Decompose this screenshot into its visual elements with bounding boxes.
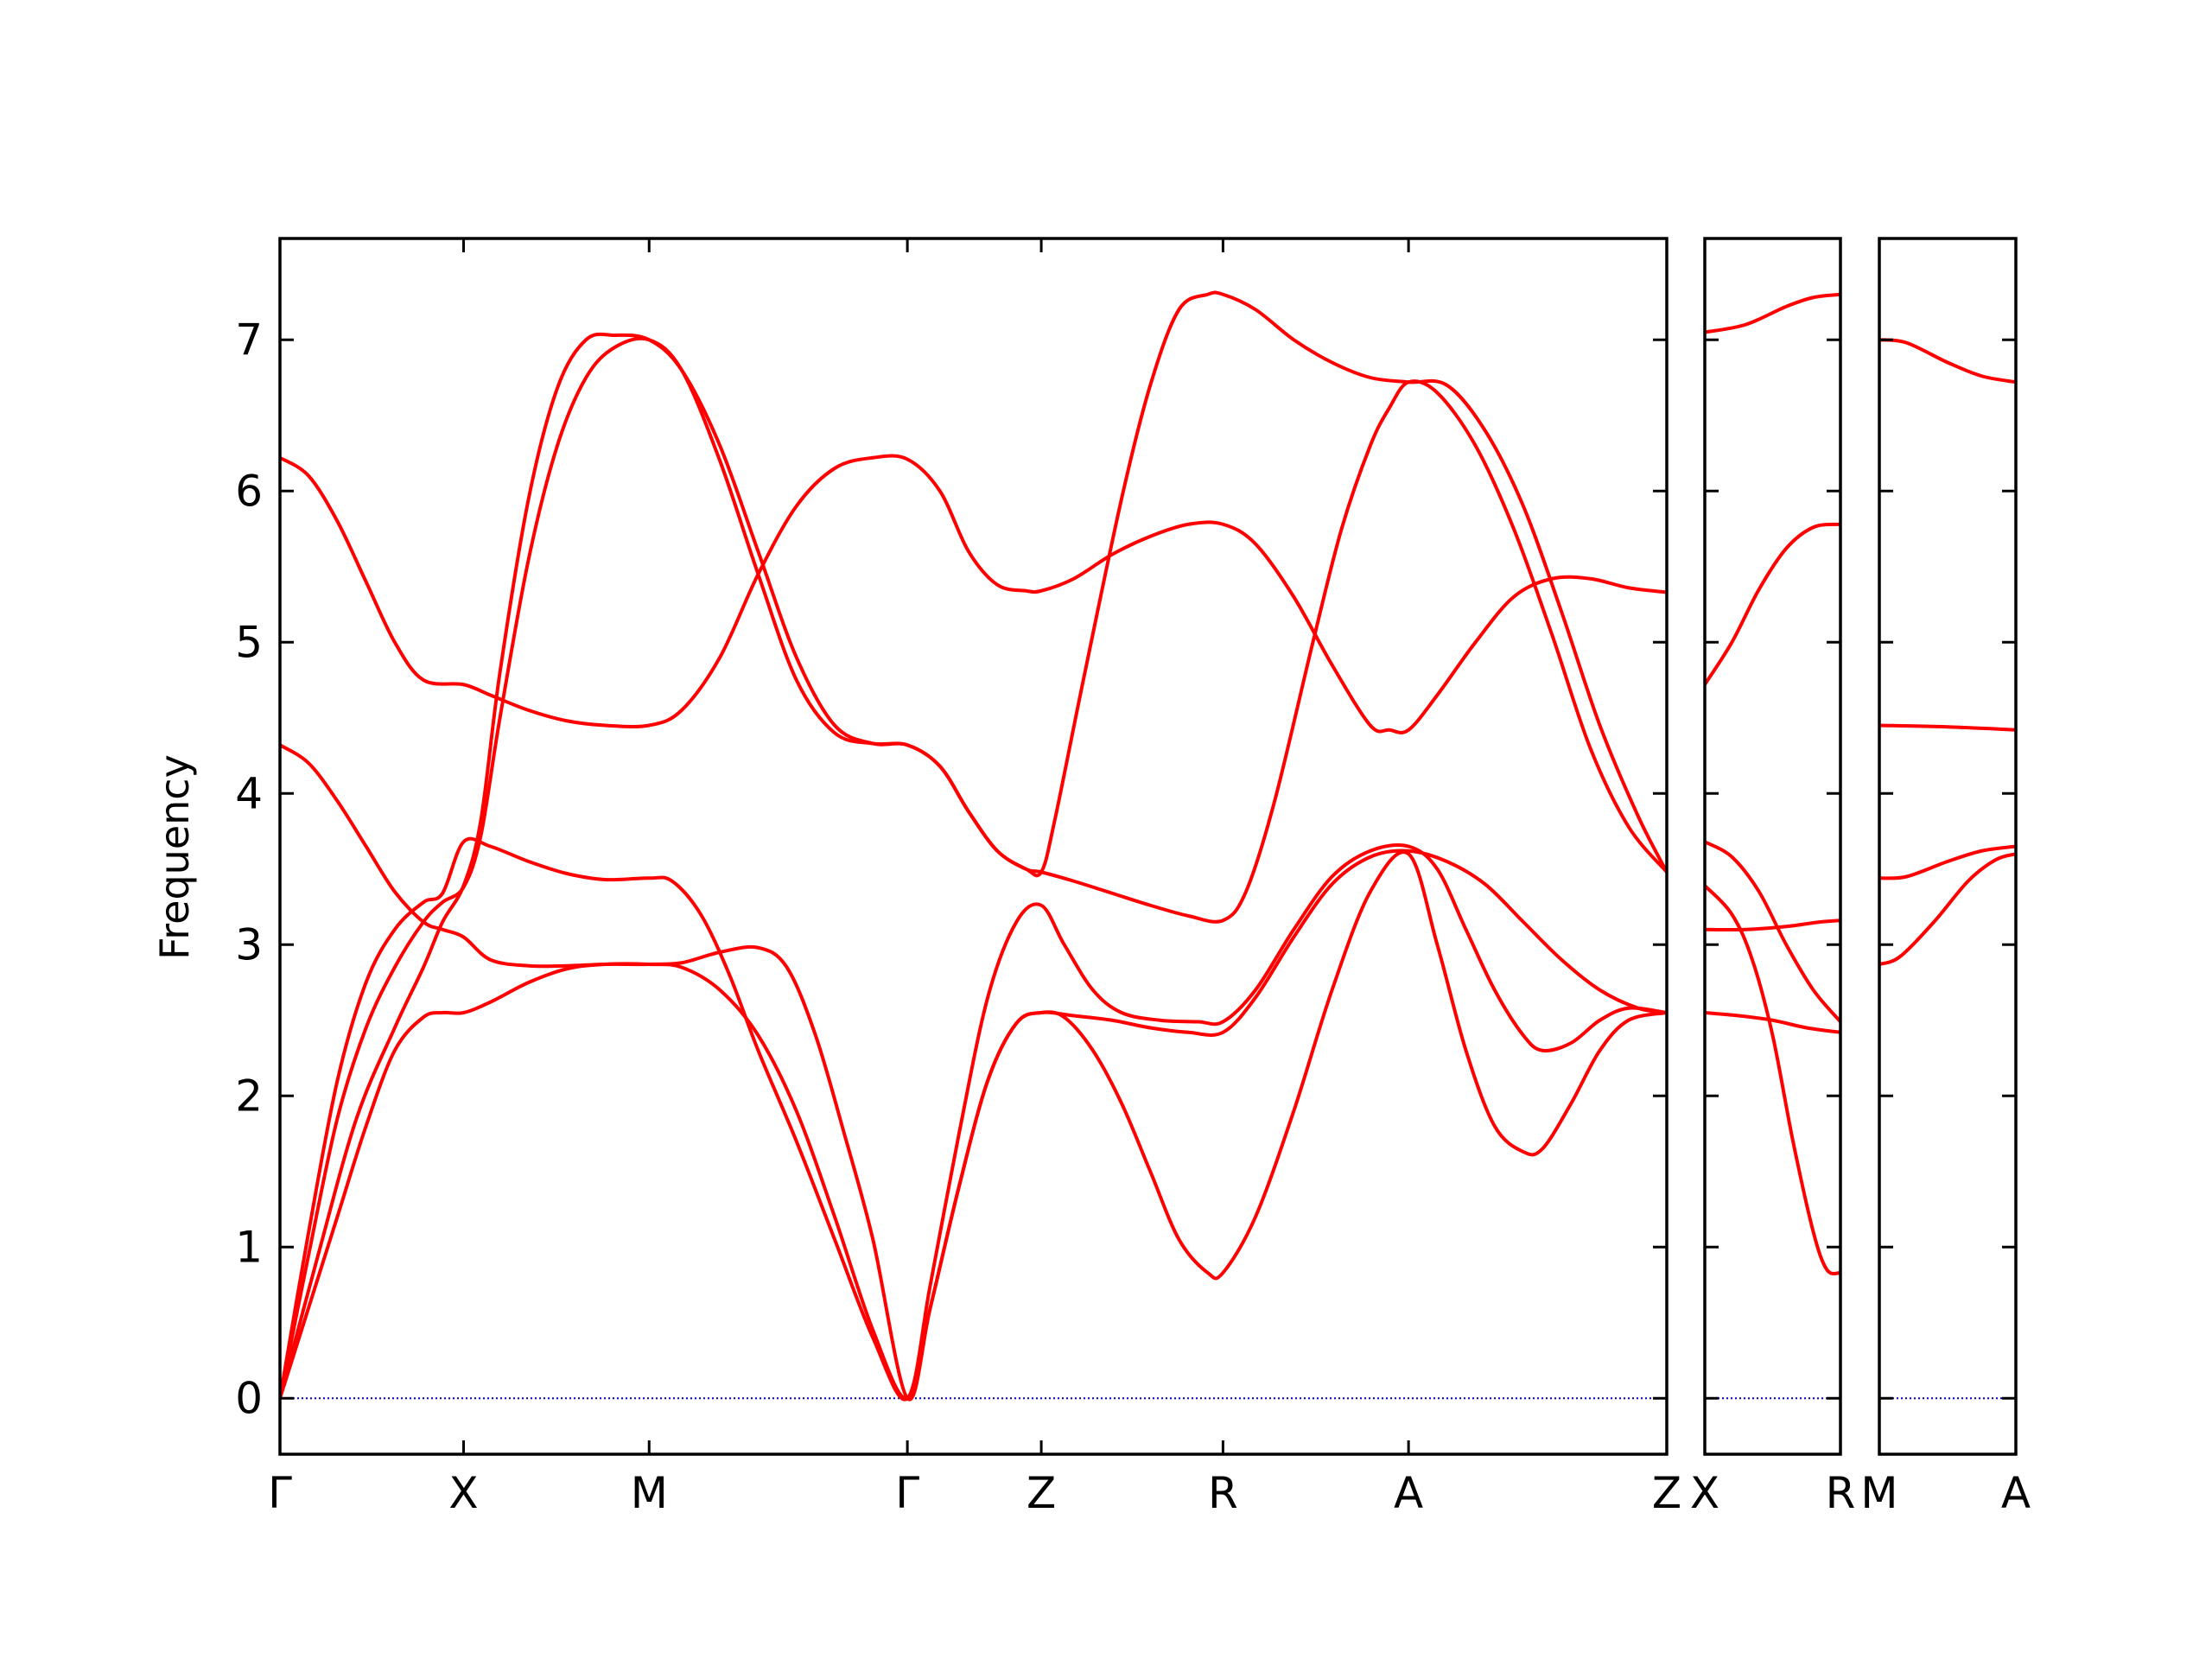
band-line-6 — [1705, 1011, 1840, 1034]
band-line-1 — [1705, 292, 1840, 334]
x-tick-label-X: X — [1690, 1468, 1719, 1518]
x-tick-label-Γ: Γ — [268, 1468, 292, 1518]
band-line-2 — [1879, 723, 2016, 732]
y-axis-label: Frequency — [151, 754, 198, 960]
y-tick-label: 7 — [235, 315, 263, 365]
band-line-2 — [1705, 522, 1840, 687]
y-tick-label: 4 — [235, 768, 263, 818]
x-tick-label-M: M — [1860, 1468, 1897, 1518]
band-curves — [1879, 338, 2016, 966]
y-tick-label: 5 — [235, 617, 263, 667]
band-line-5 — [280, 743, 1667, 1402]
band-curves — [280, 290, 1667, 1402]
x-tick-label-A: A — [2001, 1468, 2031, 1518]
x-tick-label-Z: Z — [1652, 1468, 1681, 1518]
y-tick-label: 6 — [235, 466, 263, 516]
x-tick-label-R: R — [1826, 1468, 1856, 1518]
x-tick-label-R: R — [1208, 1468, 1238, 1518]
band-line-2 — [280, 290, 1667, 1401]
x-tick-label-X: X — [448, 1468, 478, 1518]
y-tick-label: 0 — [235, 1373, 263, 1423]
x-tick-label-Γ: Γ — [895, 1468, 919, 1518]
x-tick-label-Z: Z — [1027, 1468, 1056, 1518]
panel-frame — [1703, 237, 1842, 1456]
y-tick-label: 1 — [235, 1222, 263, 1272]
band-line-4 — [1879, 852, 2016, 966]
band-curves — [1705, 292, 1840, 1275]
band-line-3 — [1705, 840, 1840, 1024]
x-tick-label-A: A — [1394, 1468, 1423, 1518]
band-line-4 — [1705, 884, 1840, 1275]
band-line-1 — [1879, 338, 2016, 385]
y-tick-label: 3 — [235, 919, 263, 969]
y-tick-label: 2 — [235, 1071, 263, 1121]
x-tick-label-M: M — [631, 1468, 668, 1518]
panel-frame — [278, 237, 1669, 1456]
band-line-5 — [1705, 918, 1840, 932]
panel-frame — [1878, 237, 2018, 1456]
band-line-4 — [280, 836, 1667, 1402]
band-line-3 — [1879, 844, 2016, 880]
panel-1: 0 1 2 3 4 5 6 7 Γ X M Γ Z R A Z — [235, 237, 1681, 1518]
band-line-6 — [280, 454, 1667, 734]
